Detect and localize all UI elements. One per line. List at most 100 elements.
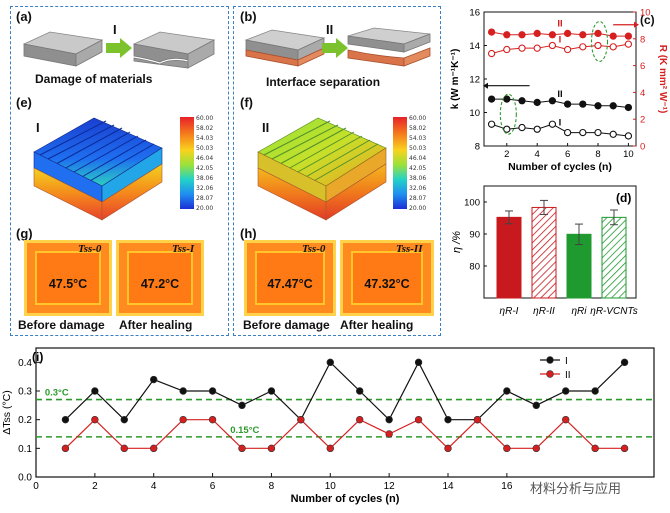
data-point-i (356, 387, 364, 395)
data-point-i (414, 415, 423, 424)
y-tick-label-d: 90 (469, 230, 480, 241)
y-axis-label-d: η /% (451, 231, 463, 253)
data-point-i (238, 444, 246, 453)
y-tick-label-right-c: 0 (640, 142, 645, 153)
heat-sink-simulation-I (33, 117, 163, 221)
data-point-c (548, 31, 557, 39)
category-label-d: ηR-II (533, 306, 555, 317)
bar-d-3 (601, 216, 627, 299)
data-point-i (414, 358, 423, 367)
y-axis-label-left-c: k (W m⁻¹K⁻¹) (450, 49, 461, 110)
y-tick-label-left-c: 10 (469, 108, 480, 119)
panel-h-label: (h) (240, 226, 257, 241)
data-point-i (91, 415, 99, 424)
data-point-c (533, 29, 541, 38)
category-label-d: ηR-VCNTs (590, 306, 637, 317)
data-point-c (579, 128, 587, 137)
caption-g-after: After healing (119, 318, 193, 332)
data-point-i (91, 387, 99, 395)
x-tick-label-i: 4 (151, 481, 157, 492)
data-point-c (624, 103, 633, 112)
x-tick-label-i: 16 (501, 481, 513, 492)
legend-label-i: II (565, 370, 571, 381)
data-point-i (385, 415, 393, 424)
chart-c-conductivity-resistance: (c) 2 4 6 8 10 8 10 12 14 16 0 2 4 6 8 10 Number of cycle… (450, 8, 668, 174)
bar-d-1 (531, 206, 557, 299)
data-point-i (444, 444, 452, 453)
chart-d-healing-efficiency: (d) 80 90 100 η /% ηR-I ηR-II ηRi ηR-VCNTs (451, 185, 638, 317)
data-point-i (562, 415, 570, 424)
data-point-c (624, 32, 633, 40)
material-slab-damaged (132, 31, 216, 69)
category-label-d: ηR-I (500, 306, 519, 317)
data-point-c (518, 31, 526, 39)
caption-damage-of-materials: Damage of materials (35, 72, 153, 86)
data-point-c (533, 125, 541, 133)
data-point-c (487, 28, 496, 36)
data-point-c (548, 41, 557, 50)
data-point-c (609, 43, 617, 51)
panel-a-label: (a) (16, 9, 32, 24)
data-point-c (518, 44, 526, 52)
thermal-image-h-before: 47.47°C (244, 240, 336, 316)
data-point-c (594, 102, 602, 110)
data-point-c (503, 31, 511, 39)
data-point-c (518, 123, 526, 132)
legend-marker-i (546, 370, 554, 378)
highlight-ellipse-c-1 (499, 93, 517, 135)
y-axis-label-i: ΔTss (°C) (1, 390, 13, 434)
heat-sink-simulation-II (257, 117, 387, 221)
panel-label-c: (c) (640, 13, 655, 27)
colorbar-e (180, 117, 194, 209)
temp-h-before: 47.47°C (267, 277, 313, 291)
caption-interface-separation: Interface separation (266, 75, 381, 89)
y-tick-label-i: 0.0 (18, 473, 32, 484)
x-axis-label-c: Number of cycles (n) (508, 161, 612, 173)
data-point-c (487, 49, 496, 58)
data-point-i (120, 444, 128, 453)
y-tick-label-left-c: 16 (469, 8, 480, 19)
data-point-i (297, 415, 305, 424)
data-point-c (579, 100, 587, 108)
chart-i-delta-tss: (i) 0 2 4 6 8 10 12 14 16 0.0 0.1 0.2 0.3 0.4 Number of… (1, 347, 655, 505)
data-point-i (179, 387, 187, 395)
arrowhead-left-c (483, 82, 488, 89)
roman-I-a: I (113, 22, 117, 37)
x-tick-label-i: 6 (210, 481, 216, 492)
series-line-i-1 (65, 418, 625, 450)
data-point-c (609, 102, 617, 110)
data-point-i (444, 415, 452, 424)
data-point-c (579, 31, 587, 39)
data-point-i (473, 415, 482, 424)
data-point-i (267, 387, 276, 395)
data-point-i (532, 401, 540, 410)
data-point-i (532, 444, 540, 453)
y-tick-label-right-c: 6 (640, 61, 645, 72)
roman-I-e: I (36, 120, 40, 135)
data-point-i (385, 430, 393, 438)
data-point-c (609, 32, 617, 40)
x-tick-label-i: 2 (92, 481, 98, 492)
data-point-i (267, 444, 276, 453)
series-line-i-0 (65, 361, 625, 421)
series-line-c-1 (491, 123, 629, 137)
data-point-i (238, 401, 246, 410)
panel-g-label: (g) (16, 226, 33, 241)
y-tick-label-right-c: 10 (640, 8, 651, 19)
data-point-i (208, 387, 217, 395)
data-point-c (594, 41, 602, 50)
category-label-d: ηRi (572, 306, 588, 317)
y-tick-label-left-c: 14 (469, 41, 480, 52)
data-point-c (533, 44, 541, 52)
y-tick-label-d: 100 (464, 198, 480, 209)
series-label-c: II (557, 89, 562, 100)
data-point-c (609, 130, 617, 138)
y-tick-label-left-c: 12 (469, 75, 480, 86)
data-point-i (591, 387, 599, 395)
bar-d-0 (496, 216, 522, 299)
roman-II-b: II (326, 22, 334, 37)
caption-h-after: After healing (340, 318, 414, 332)
temp-g-after: 47.2°C (140, 277, 180, 291)
thermal-image-h-after: 47.32°C (340, 240, 434, 316)
data-point-c (624, 132, 633, 140)
